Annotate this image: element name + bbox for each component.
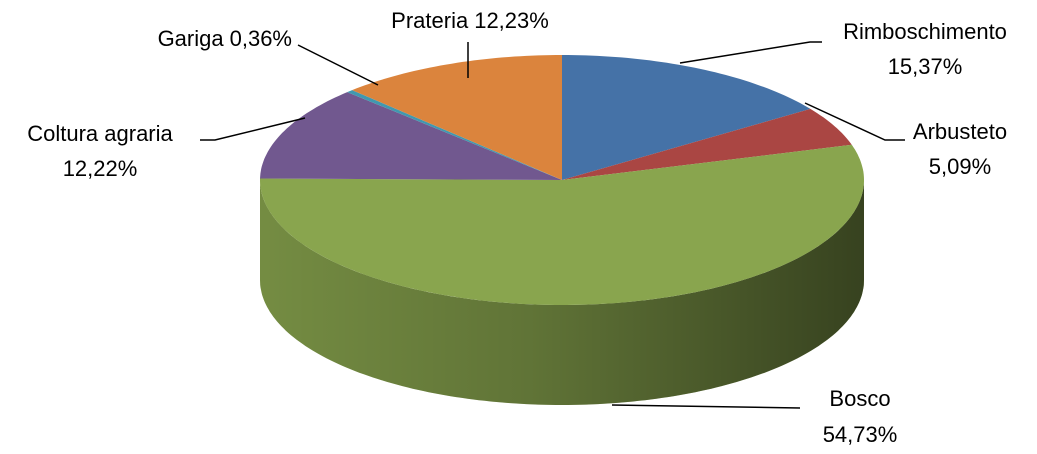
leader-line [297, 44, 379, 86]
slice-top [260, 144, 864, 305]
category-label: Rimboschimento [843, 19, 1007, 44]
leader-line [200, 117, 306, 141]
slice-top [260, 92, 562, 180]
slice-top [347, 90, 562, 180]
value-label: 5,09% [929, 154, 991, 179]
category-label: Arbusteto [913, 119, 1007, 144]
value-label: 12,23% [474, 8, 549, 33]
slice [347, 90, 562, 180]
data-label: Prateria 12,23% [391, 8, 549, 33]
data-label: Gariga 0,36% [158, 26, 292, 51]
category-label: Bosco [829, 386, 890, 411]
category-label: Prateria [391, 8, 469, 33]
category-label: Gariga [158, 26, 225, 51]
value-label: 54,73% [823, 422, 898, 447]
value-label: 15,37% [888, 54, 963, 79]
category-label: Coltura agraria [27, 121, 173, 146]
slice [562, 55, 811, 180]
leader-line [611, 404, 801, 409]
slice-top [562, 55, 811, 180]
slice [562, 108, 852, 180]
slice [352, 55, 562, 180]
leader-line [804, 102, 905, 141]
value-label: 0,36% [230, 26, 292, 51]
slice-top [562, 108, 852, 180]
slice [260, 92, 562, 180]
slice-side-shade [260, 180, 864, 405]
slice-top [352, 55, 562, 180]
slice [260, 144, 864, 405]
value-label: 12,22% [63, 156, 138, 181]
leader-line [679, 41, 822, 64]
